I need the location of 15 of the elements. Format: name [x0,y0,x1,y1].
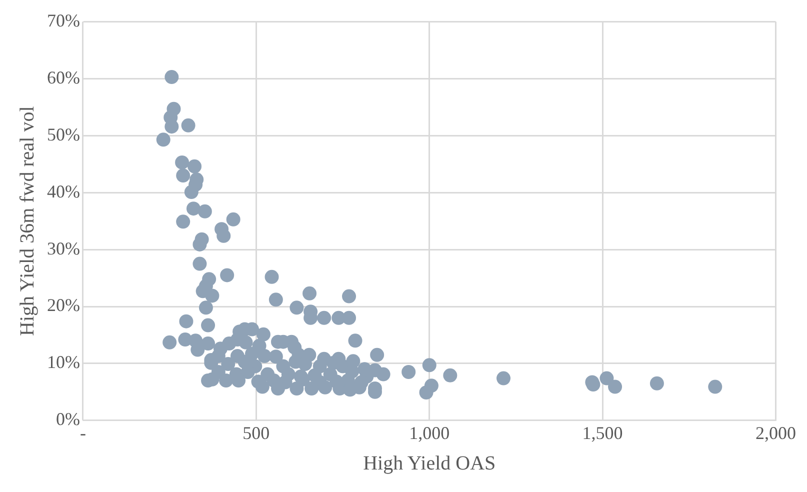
x-tick-label: - [80,422,86,443]
y-tick-label: 0% [56,409,80,430]
y-tick-label: 60% [46,67,80,88]
y-tick-label: 10% [46,352,80,372]
x-tick-label: 1,000 [409,422,450,443]
x-tick-label: 2,000 [756,422,796,443]
y-tick-label: 70% [46,10,80,31]
y-tick-label: 40% [46,181,80,202]
y-tick-label: 30% [46,238,80,258]
x-axis-title: High Yield OAS [363,452,496,474]
y-tick-label: 20% [46,295,80,316]
x-tick-label: 500 [242,422,270,443]
x-tick-label: 1,500 [582,422,623,443]
y-axis-title: High Yield 36m fwd real vol [16,106,38,336]
y-tick-label: 50% [46,124,80,144]
